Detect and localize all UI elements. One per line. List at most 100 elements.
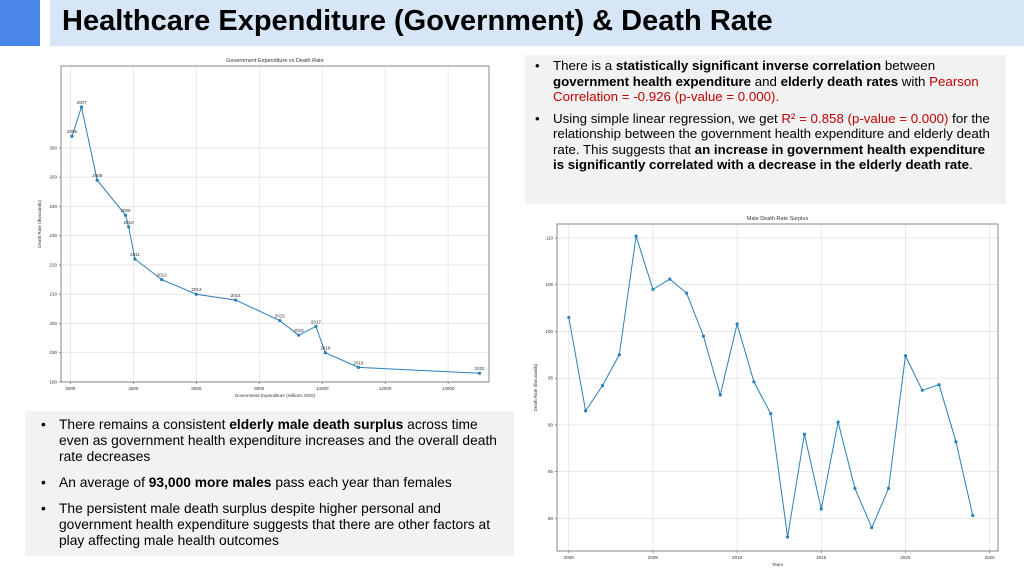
data-point xyxy=(903,354,908,358)
data-point-label: 2010 xyxy=(124,220,135,225)
x-tick-label: 6000 xyxy=(191,386,202,391)
data-point xyxy=(95,178,99,182)
y-tick-label: 85 xyxy=(548,469,554,474)
data-point-label: 2011 xyxy=(130,252,140,257)
data-point xyxy=(836,420,840,424)
data-point xyxy=(79,105,84,109)
title-accent-block xyxy=(0,0,40,46)
data-point-label: 2014 xyxy=(231,293,242,298)
y-tick-label: 100 xyxy=(545,329,553,334)
data-point xyxy=(278,318,282,323)
x-tick-label: 10000 xyxy=(316,386,329,391)
bullet-average-males: An average of 93,000 more males pass eac… xyxy=(31,475,506,491)
data-point xyxy=(937,383,941,387)
data-point xyxy=(634,234,638,238)
data-point xyxy=(769,412,773,416)
data-point xyxy=(127,225,131,229)
data-point xyxy=(701,334,706,338)
plot-frame xyxy=(60,65,490,383)
data-point xyxy=(971,513,975,518)
chart-title: Male Death Rate Surplus xyxy=(747,216,809,222)
y-tick-label: 260 xyxy=(49,145,57,150)
series-line xyxy=(568,235,974,538)
data-point-label: 2020 xyxy=(475,366,486,371)
chart-title: Government Expenditure vs Death Rate xyxy=(226,58,324,64)
data-point xyxy=(886,486,891,491)
data-point-label: 2015 xyxy=(275,314,286,319)
data-point xyxy=(314,324,318,329)
data-point-label: 2007 xyxy=(76,100,87,105)
y-tick-label: 240 xyxy=(49,204,57,209)
expenditure-vs-death-rate-chart: Government Expenditure vs Death Rate 2000… xyxy=(37,58,490,398)
data-point-label: 2012 xyxy=(157,273,168,278)
data-point xyxy=(356,365,360,369)
r-squared-value: R² = 0.858 (p-value = 0.000) xyxy=(781,110,949,126)
x-tick-label: 8000 xyxy=(254,386,265,391)
data-point xyxy=(70,134,74,138)
x-tick-label: 14000 xyxy=(442,386,455,391)
data-point xyxy=(133,257,137,261)
x-tick-label: 2020 xyxy=(900,555,911,560)
data-point xyxy=(668,277,672,281)
findings-panel-top: There is a statistically significant inv… xyxy=(525,55,1006,204)
bullet-male-surplus: There remains a consistent elderly male … xyxy=(31,417,506,465)
data-point xyxy=(785,535,790,539)
data-point xyxy=(920,388,924,392)
y-tick-label: 190 xyxy=(49,350,57,355)
data-point-label: 2017 xyxy=(311,319,322,324)
data-point xyxy=(802,432,807,436)
male-death-rate-surplus-chart: Male Death Rate Surplus 2000 2005 2010 2015 2… xyxy=(533,216,999,567)
data-point-label: 2006 xyxy=(67,129,78,134)
data-point xyxy=(853,486,857,491)
bullet-correlation: There is a statistically significant inv… xyxy=(525,58,998,105)
data-point xyxy=(567,315,571,320)
y-tick-label: 95 xyxy=(548,376,554,381)
y-tick-label: 230 xyxy=(49,233,57,238)
data-point-label: 2018 xyxy=(320,346,331,351)
data-point-label: 2019 xyxy=(353,360,364,365)
x-tick-label: 2010 xyxy=(732,555,743,560)
y-tick-label: 80 xyxy=(548,516,554,521)
y-axis-label: Death Rate (thousands) xyxy=(533,363,538,411)
bullet-regression: Using simple linear regression, we get R… xyxy=(525,111,998,173)
x-tick-label: 4000 xyxy=(128,386,139,391)
data-point xyxy=(617,353,621,357)
y-tick-label: 90 xyxy=(548,422,554,427)
x-tick-label: 12000 xyxy=(379,386,392,391)
data-point-label: 2009 xyxy=(121,208,132,213)
data-point-label: 2008 xyxy=(92,173,103,178)
findings-panel-bottom: There remains a consistent elderly male … xyxy=(25,411,514,556)
data-point xyxy=(194,292,198,296)
y-axis-label: Death Rate (thousands) xyxy=(37,200,42,248)
y-tick-label: 220 xyxy=(49,262,57,267)
x-axis-label: Government Expenditure (millions SGD) xyxy=(235,393,316,398)
x-axis-label: Years xyxy=(772,562,784,567)
y-tick-label: 250 xyxy=(49,175,57,180)
data-point xyxy=(735,322,739,326)
bullet-other-factors: The persistent male death surplus despit… xyxy=(31,501,506,549)
data-point xyxy=(234,298,238,302)
data-point-label: 2013 xyxy=(191,287,202,292)
data-point xyxy=(752,380,756,384)
x-tick-label: 2000 xyxy=(65,386,76,391)
slide-title: Healthcare Expenditure (Government) & De… xyxy=(62,5,773,37)
y-tick-label: 110 xyxy=(546,236,554,241)
x-tick-label: 2025 xyxy=(985,555,996,560)
data-point xyxy=(477,371,482,375)
data-point xyxy=(954,440,958,444)
data-point xyxy=(870,526,874,530)
data-point xyxy=(584,409,588,413)
y-tick-label: 200 xyxy=(49,321,57,326)
x-tick-label: 2015 xyxy=(816,555,827,560)
data-point xyxy=(123,213,128,217)
data-point xyxy=(819,507,823,511)
data-point-label: 2016 xyxy=(294,328,305,333)
x-tick-label: 2000 xyxy=(564,555,575,560)
y-tick-label: 105 xyxy=(545,282,553,287)
data-point xyxy=(651,287,655,291)
y-tick-label: 180 xyxy=(49,380,57,385)
pearson-value: Pearson Correlation = -0.926 (p-value = … xyxy=(553,73,979,105)
plot-frame xyxy=(556,223,999,552)
data-point xyxy=(685,291,689,295)
data-point xyxy=(600,384,605,388)
